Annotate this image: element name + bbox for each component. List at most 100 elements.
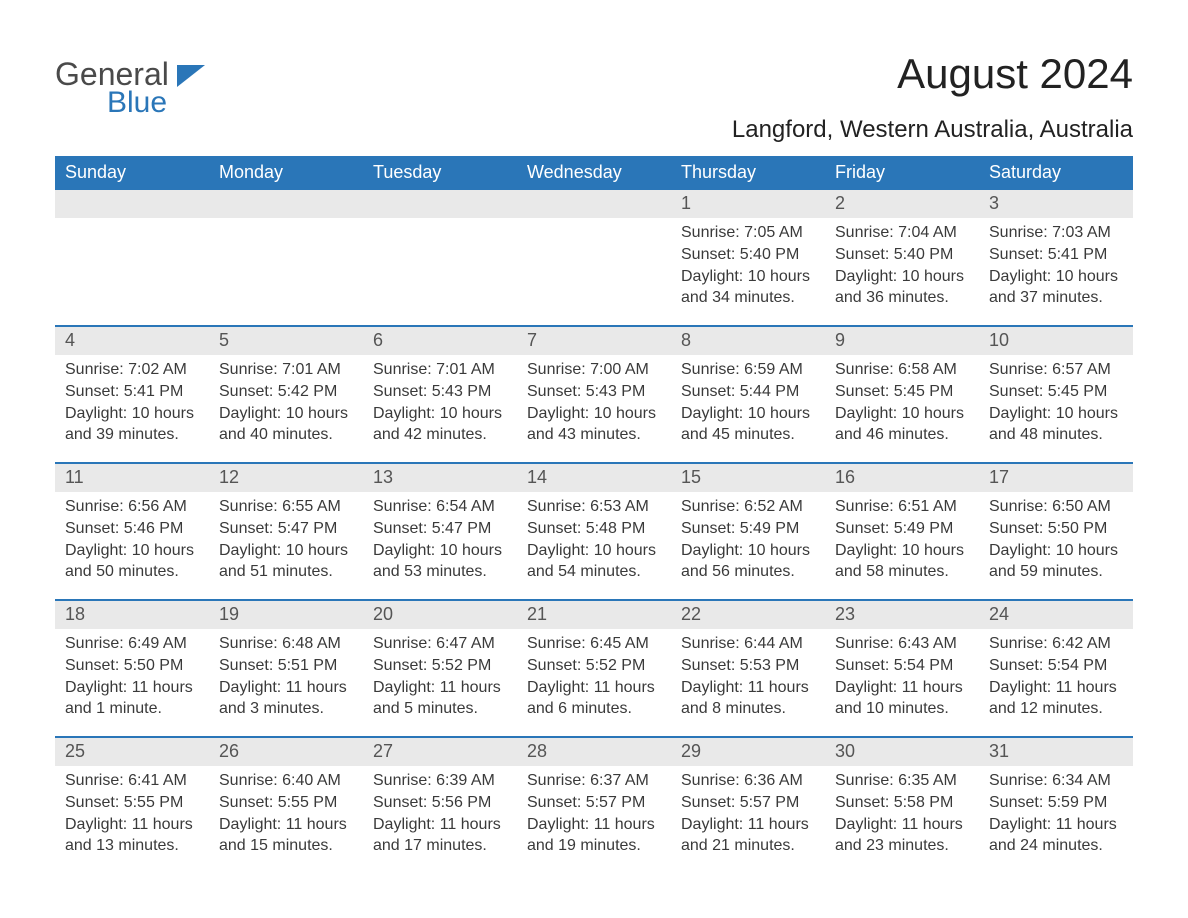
calendar-week: 1Sunrise: 7:05 AMSunset: 5:40 PMDaylight… — [55, 190, 1133, 325]
day-info: Sunrise: 7:05 AMSunset: 5:40 PMDaylight:… — [671, 218, 825, 309]
day-sunset: Sunset: 5:56 PM — [373, 793, 507, 814]
day-sunset: Sunset: 5:46 PM — [65, 519, 199, 540]
calendar-week: 25Sunrise: 6:41 AMSunset: 5:55 PMDayligh… — [55, 736, 1133, 861]
day-daylight1: Daylight: 11 hours — [681, 815, 815, 836]
calendar-day: 25Sunrise: 6:41 AMSunset: 5:55 PMDayligh… — [55, 738, 209, 861]
day-sunset: Sunset: 5:41 PM — [989, 245, 1123, 266]
location: Langford, Western Australia, Australia — [732, 116, 1133, 144]
day-sunrise: Sunrise: 6:34 AM — [989, 771, 1123, 792]
calendar-day: 14Sunrise: 6:53 AMSunset: 5:48 PMDayligh… — [517, 464, 671, 599]
day-sunrise: Sunrise: 6:51 AM — [835, 497, 969, 518]
day-number — [363, 190, 517, 218]
day-info: Sunrise: 6:51 AMSunset: 5:49 PMDaylight:… — [825, 492, 979, 583]
calendar-day: 1Sunrise: 7:05 AMSunset: 5:40 PMDaylight… — [671, 190, 825, 325]
day-sunrise: Sunrise: 7:00 AM — [527, 360, 661, 381]
calendar-day: 13Sunrise: 6:54 AMSunset: 5:47 PMDayligh… — [363, 464, 517, 599]
calendar-day: 20Sunrise: 6:47 AMSunset: 5:52 PMDayligh… — [363, 601, 517, 736]
day-sunrise: Sunrise: 6:56 AM — [65, 497, 199, 518]
day-daylight1: Daylight: 11 hours — [681, 678, 815, 699]
day-sunset: Sunset: 5:45 PM — [835, 382, 969, 403]
day-sunrise: Sunrise: 6:49 AM — [65, 634, 199, 655]
day-daylight1: Daylight: 11 hours — [373, 678, 507, 699]
day-sunset: Sunset: 5:55 PM — [65, 793, 199, 814]
day-number: 21 — [517, 601, 671, 629]
day-sunset: Sunset: 5:52 PM — [527, 656, 661, 677]
day-info: Sunrise: 6:41 AMSunset: 5:55 PMDaylight:… — [55, 766, 209, 857]
day-sunrise: Sunrise: 6:39 AM — [373, 771, 507, 792]
day-sunset: Sunset: 5:57 PM — [527, 793, 661, 814]
day-daylight2: and 8 minutes. — [681, 699, 815, 720]
day-daylight1: Daylight: 10 hours — [527, 404, 661, 425]
day-info: Sunrise: 6:55 AMSunset: 5:47 PMDaylight:… — [209, 492, 363, 583]
day-number: 10 — [979, 327, 1133, 355]
day-info: Sunrise: 6:52 AMSunset: 5:49 PMDaylight:… — [671, 492, 825, 583]
day-daylight2: and 21 minutes. — [681, 836, 815, 857]
day-sunset: Sunset: 5:54 PM — [835, 656, 969, 677]
calendar-week: 18Sunrise: 6:49 AMSunset: 5:50 PMDayligh… — [55, 599, 1133, 736]
calendar-day: 12Sunrise: 6:55 AMSunset: 5:47 PMDayligh… — [209, 464, 363, 599]
day-number: 18 — [55, 601, 209, 629]
calendar-day: 18Sunrise: 6:49 AMSunset: 5:50 PMDayligh… — [55, 601, 209, 736]
day-daylight1: Daylight: 11 hours — [527, 678, 661, 699]
day-sunrise: Sunrise: 7:02 AM — [65, 360, 199, 381]
day-daylight1: Daylight: 10 hours — [681, 267, 815, 288]
day-daylight1: Daylight: 10 hours — [373, 541, 507, 562]
day-number — [55, 190, 209, 218]
calendar-day: 22Sunrise: 6:44 AMSunset: 5:53 PMDayligh… — [671, 601, 825, 736]
weekday-header: Saturday — [979, 156, 1133, 190]
calendar-day: 24Sunrise: 6:42 AMSunset: 5:54 PMDayligh… — [979, 601, 1133, 736]
day-sunset: Sunset: 5:43 PM — [373, 382, 507, 403]
calendar-day: 3Sunrise: 7:03 AMSunset: 5:41 PMDaylight… — [979, 190, 1133, 325]
day-number: 23 — [825, 601, 979, 629]
calendar-day: 17Sunrise: 6:50 AMSunset: 5:50 PMDayligh… — [979, 464, 1133, 599]
day-daylight2: and 10 minutes. — [835, 699, 969, 720]
day-sunset: Sunset: 5:40 PM — [835, 245, 969, 266]
day-number: 12 — [209, 464, 363, 492]
day-number: 28 — [517, 738, 671, 766]
day-info: Sunrise: 6:37 AMSunset: 5:57 PMDaylight:… — [517, 766, 671, 857]
calendar-day: 30Sunrise: 6:35 AMSunset: 5:58 PMDayligh… — [825, 738, 979, 861]
day-daylight1: Daylight: 10 hours — [835, 267, 969, 288]
day-daylight2: and 42 minutes. — [373, 425, 507, 446]
day-info: Sunrise: 6:54 AMSunset: 5:47 PMDaylight:… — [363, 492, 517, 583]
day-sunrise: Sunrise: 6:44 AM — [681, 634, 815, 655]
weekday-header: Friday — [825, 156, 979, 190]
calendar-day: 23Sunrise: 6:43 AMSunset: 5:54 PMDayligh… — [825, 601, 979, 736]
day-info: Sunrise: 6:36 AMSunset: 5:57 PMDaylight:… — [671, 766, 825, 857]
day-sunrise: Sunrise: 6:59 AM — [681, 360, 815, 381]
day-daylight1: Daylight: 10 hours — [373, 404, 507, 425]
day-number: 1 — [671, 190, 825, 218]
weekday-header: Wednesday — [517, 156, 671, 190]
day-info: Sunrise: 6:48 AMSunset: 5:51 PMDaylight:… — [209, 629, 363, 720]
day-sunrise: Sunrise: 6:42 AM — [989, 634, 1123, 655]
day-daylight2: and 56 minutes. — [681, 562, 815, 583]
day-info: Sunrise: 6:58 AMSunset: 5:45 PMDaylight:… — [825, 355, 979, 446]
day-sunset: Sunset: 5:44 PM — [681, 382, 815, 403]
weekday-header: Monday — [209, 156, 363, 190]
day-daylight2: and 58 minutes. — [835, 562, 969, 583]
day-daylight2: and 19 minutes. — [527, 836, 661, 857]
day-sunrise: Sunrise: 6:43 AM — [835, 634, 969, 655]
day-daylight2: and 23 minutes. — [835, 836, 969, 857]
day-daylight1: Daylight: 10 hours — [65, 404, 199, 425]
weekday-header: Tuesday — [363, 156, 517, 190]
weekday-header: Sunday — [55, 156, 209, 190]
day-info: Sunrise: 6:50 AMSunset: 5:50 PMDaylight:… — [979, 492, 1133, 583]
day-sunset: Sunset: 5:47 PM — [219, 519, 353, 540]
day-info: Sunrise: 6:53 AMSunset: 5:48 PMDaylight:… — [517, 492, 671, 583]
day-sunset: Sunset: 5:40 PM — [681, 245, 815, 266]
day-daylight1: Daylight: 11 hours — [219, 815, 353, 836]
header: General Blue August 2024 Langford, Weste… — [55, 50, 1133, 144]
day-sunrise: Sunrise: 7:01 AM — [219, 360, 353, 381]
title-block: August 2024 Langford, Western Australia,… — [732, 50, 1133, 144]
day-info: Sunrise: 6:43 AMSunset: 5:54 PMDaylight:… — [825, 629, 979, 720]
calendar-week: 11Sunrise: 6:56 AMSunset: 5:46 PMDayligh… — [55, 462, 1133, 599]
day-daylight2: and 59 minutes. — [989, 562, 1123, 583]
day-number: 7 — [517, 327, 671, 355]
day-sunset: Sunset: 5:54 PM — [989, 656, 1123, 677]
day-daylight2: and 39 minutes. — [65, 425, 199, 446]
day-sunrise: Sunrise: 6:57 AM — [989, 360, 1123, 381]
day-sunset: Sunset: 5:43 PM — [527, 382, 661, 403]
day-number: 16 — [825, 464, 979, 492]
day-daylight2: and 3 minutes. — [219, 699, 353, 720]
